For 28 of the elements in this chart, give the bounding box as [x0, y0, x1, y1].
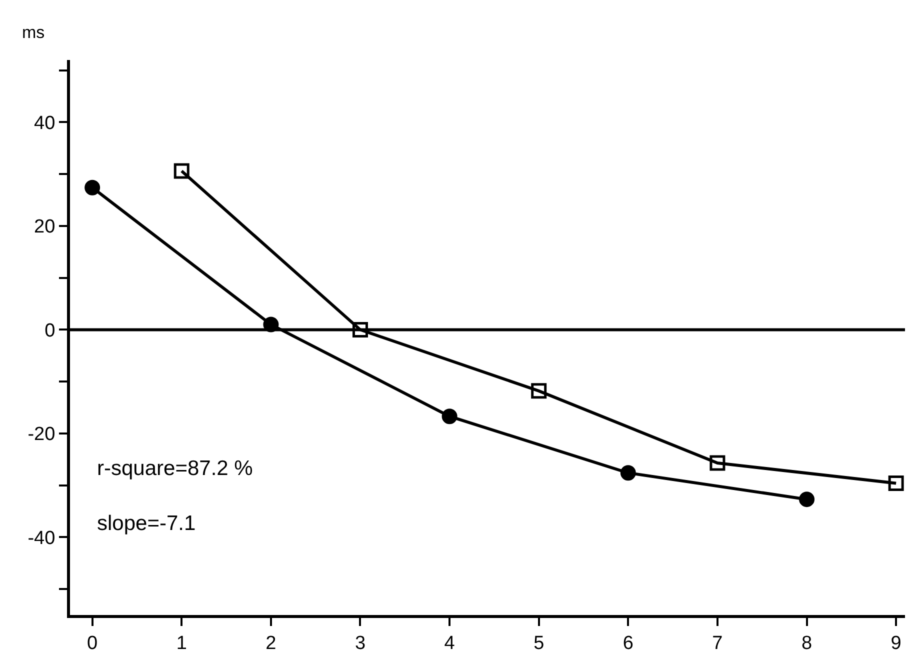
- x-tick-label: 5: [534, 632, 544, 654]
- y-tick-label: 0: [44, 320, 56, 342]
- x-tick-label: 4: [444, 632, 456, 654]
- point: [531, 383, 547, 399]
- y-tick-label: -20: [28, 424, 56, 446]
- point: [442, 408, 458, 424]
- y-tick-label: 40: [34, 112, 56, 134]
- x-tick-label: 6: [622, 632, 634, 654]
- point: [263, 316, 279, 332]
- point: [710, 455, 726, 471]
- point: [84, 180, 100, 196]
- point: [174, 163, 190, 179]
- x-tick-label: 0: [87, 632, 98, 654]
- point: [888, 476, 904, 491]
- point: [352, 322, 368, 338]
- annotation: slope=-7.1: [97, 512, 196, 535]
- x-tick-label: 8: [801, 632, 812, 654]
- y-tick-label: -40: [28, 528, 56, 549]
- y-axis-title: ms: [22, 23, 45, 42]
- x-tick-label: 1: [176, 632, 187, 654]
- x-tick-label: 2: [266, 632, 276, 654]
- x-tick-label: 9: [890, 632, 902, 654]
- x-tick-label: 3: [354, 632, 366, 654]
- point: [799, 492, 815, 508]
- x-tick-label: 7: [712, 632, 723, 654]
- y-tick-label: 20: [34, 216, 56, 238]
- point: [620, 465, 636, 481]
- annotation: r-square=87.2 %: [97, 457, 253, 480]
